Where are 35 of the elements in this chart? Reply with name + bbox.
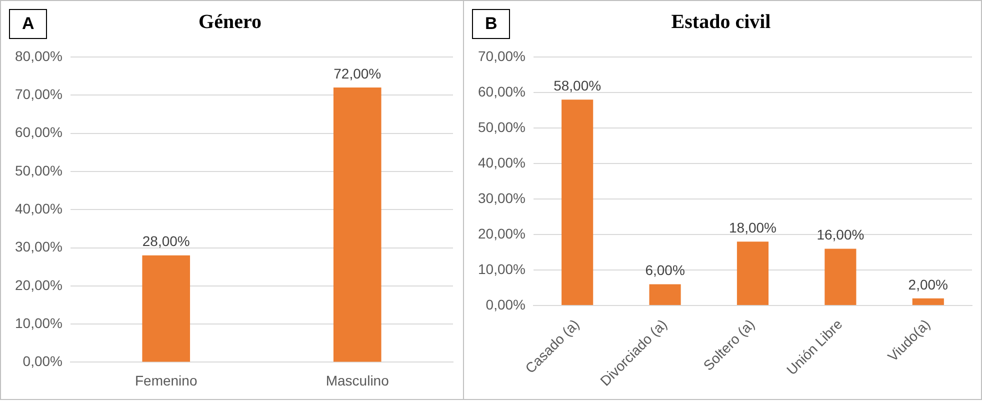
y-tick-label: 70,00% — [478, 48, 526, 64]
bar — [824, 248, 856, 306]
y-tick-label: 40,00% — [478, 154, 526, 170]
data-label: 18,00% — [729, 219, 776, 236]
data-label: 28,00% — [142, 233, 190, 250]
y-tick-label: 70,00% — [15, 86, 62, 102]
chart-title: Estado civil — [671, 11, 772, 34]
y-tick-label: 20,00% — [15, 276, 62, 293]
y-tick-label: 30,00% — [15, 238, 62, 255]
data-label: 6,00% — [645, 262, 685, 278]
x-tick-label: Masculino — [326, 372, 390, 388]
bar — [562, 100, 594, 306]
data-label: 72,00% — [334, 65, 382, 82]
y-tick-label: 60,00% — [15, 124, 62, 140]
bar — [649, 284, 681, 306]
y-tick-label: 50,00% — [15, 162, 62, 178]
y-tick-label: 10,00% — [15, 314, 62, 331]
text: A — [9, 9, 48, 39]
y-tick-label: 80,00% — [15, 48, 62, 64]
y-tick-label: 10,00% — [478, 260, 526, 277]
y-tick-label: 40,00% — [15, 200, 62, 216]
y-tick-label: 60,00% — [478, 83, 526, 100]
y-tick-label: 20,00% — [478, 225, 526, 242]
text: B — [472, 9, 510, 39]
bar — [912, 298, 944, 306]
data-label: 58,00% — [554, 77, 602, 94]
y-tick-label: 0,00% — [22, 353, 62, 370]
data-label: 2,00% — [908, 276, 948, 292]
y-tick-label: 50,00% — [478, 118, 526, 135]
bar — [736, 242, 769, 306]
x-tick-label: Femenino — [134, 372, 198, 388]
y-tick-label: 30,00% — [478, 190, 526, 206]
chart-title: Género — [198, 11, 262, 34]
data-label: 16,00% — [816, 226, 864, 243]
y-tick-label: 0,00% — [486, 296, 526, 312]
